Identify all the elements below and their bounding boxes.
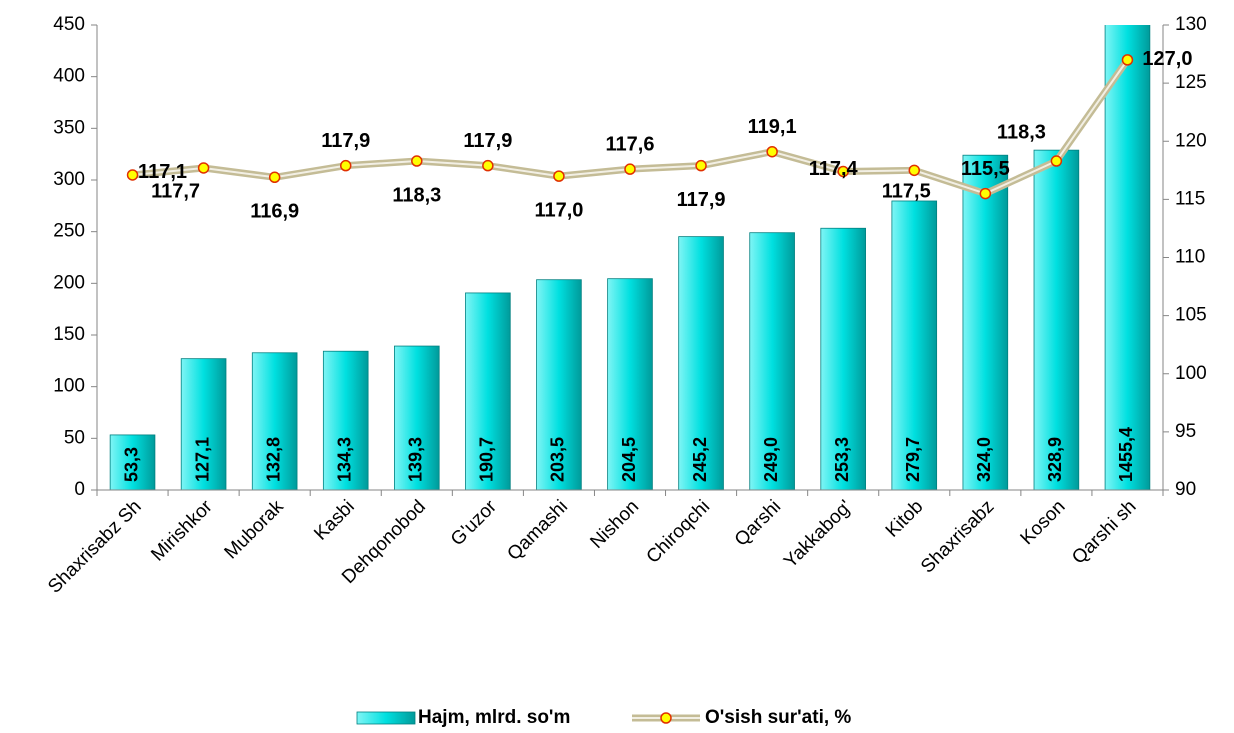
bar [749, 232, 795, 491]
legend-swatch [356, 711, 416, 725]
legend-marker [660, 712, 672, 724]
x-tick-label: Shaxrisabz [917, 496, 998, 577]
x-tick-label: Kitob [882, 496, 927, 541]
line-marker [766, 145, 778, 158]
line-marker [411, 155, 423, 167]
line-value-label: 118,3 [392, 184, 441, 206]
line-marker [482, 159, 494, 172]
line-marker [197, 162, 210, 174]
bar-value-label: 245,2 [690, 437, 710, 482]
line-marker [624, 163, 636, 175]
bar-value-label: 190,7 [477, 437, 497, 482]
y-tick-label: 400 [53, 66, 85, 87]
x-tick-label: Koson [1017, 496, 1070, 549]
y-tick-label: 100 [53, 376, 85, 397]
x-tick-label: Qamashi [503, 496, 572, 565]
y2-tick-label: 95 [1175, 421, 1196, 442]
bar-value-label: 139,3 [406, 437, 426, 482]
bar-value-label: 132,8 [263, 437, 283, 482]
x-tick-label: Shaxrisabz Sh [44, 496, 145, 597]
y-tick-label: 250 [53, 221, 85, 242]
x-tick-label: Chiroqchi [643, 496, 715, 568]
y2-tick-label: 90 [1175, 479, 1196, 500]
x-tick-label: G'uzor [447, 496, 501, 550]
x-tick-label: Mirishkor [147, 496, 217, 566]
x-tick-label: Qarshi [731, 496, 785, 550]
line-marker [268, 171, 281, 184]
line-marker [908, 164, 921, 177]
y2-tick-label: 125 [1175, 72, 1207, 93]
line-value-label: 117,9 [677, 189, 726, 211]
bar [820, 227, 866, 491]
bar [251, 352, 298, 491]
x-tick-label: Muborak [221, 496, 288, 563]
bar [180, 358, 227, 491]
line-value-label: 117,4 [809, 158, 859, 180]
y-tick-label: 200 [53, 272, 85, 293]
bar-value-label: 279,7 [903, 437, 923, 482]
line-value-label: 119,1 [748, 116, 797, 138]
y-tick-label: 50 [64, 427, 85, 448]
line-value-label: 117,1 [138, 161, 187, 183]
bar-value-label: 1455,4 [1116, 427, 1136, 482]
line-marker [126, 169, 139, 181]
bar-value-label: 134,3 [334, 437, 354, 482]
legend-label: O'sish sur'ati, % [705, 707, 851, 728]
x-tick-label: Nishon [586, 496, 643, 553]
line-marker [339, 159, 352, 172]
line-value-label: 117,5 [882, 181, 931, 203]
line-marker [1050, 155, 1063, 167]
y2-tick-label: 105 [1175, 305, 1207, 326]
y-tick-label: 350 [53, 117, 85, 138]
bar [1033, 149, 1080, 491]
line-value-label: 117,0 [534, 199, 583, 221]
y2-tick-label: 130 [1175, 14, 1207, 35]
bar-value-label: 53,3 [121, 447, 141, 482]
x-tick-label: Qarshi sh [1068, 496, 1140, 568]
bar [962, 154, 1009, 491]
bar-value-label: 204,5 [619, 437, 639, 482]
y-tick-label: 300 [53, 169, 85, 190]
line-marker [1121, 54, 1134, 66]
line-value-label: 117,7 [151, 180, 200, 202]
line-marker [979, 187, 992, 200]
bar [891, 200, 938, 491]
line-value-label: 127,0 [1142, 48, 1192, 70]
bar-value-label: 249,0 [761, 437, 781, 482]
y-tick-label: 0 [74, 479, 85, 500]
bar [607, 278, 653, 491]
bar-value-label: 328,9 [1045, 437, 1065, 482]
y2-tick-label: 115 [1175, 188, 1205, 209]
bar-layer [109, 25, 1151, 491]
y2-tick-label: 120 [1175, 130, 1207, 151]
line-value-label: 117,9 [321, 130, 370, 152]
bar-value-label: 253,3 [832, 437, 852, 482]
y-tick-label: 450 [53, 14, 85, 35]
bar [1104, 25, 1151, 491]
y2-tick-label: 100 [1175, 363, 1207, 384]
y2-tick-label: 110 [1175, 247, 1205, 268]
bar [465, 292, 511, 491]
bar-value-label: 127,1 [192, 437, 212, 482]
bar-value-label: 324,0 [974, 437, 994, 482]
line-marker [695, 159, 707, 172]
x-tick-label: Yakkabog' [780, 496, 856, 572]
line-value-label: 115,5 [961, 158, 1010, 180]
bar [322, 350, 369, 491]
y-tick-label: 150 [53, 324, 85, 345]
bar [394, 345, 440, 491]
line-value-label: 116,9 [250, 201, 299, 223]
line-value-label: 118,3 [997, 121, 1046, 143]
line-value-label: 117,6 [606, 133, 655, 155]
line-marker [553, 170, 565, 182]
x-tick-label: Kasbi [310, 496, 358, 544]
line-value-label: 117,9 [463, 130, 512, 152]
bar-value-label: 203,5 [548, 437, 568, 482]
line-marker [837, 165, 849, 178]
bar [109, 434, 156, 491]
legend-label: Hajm, mlrd. so'm [418, 707, 570, 728]
